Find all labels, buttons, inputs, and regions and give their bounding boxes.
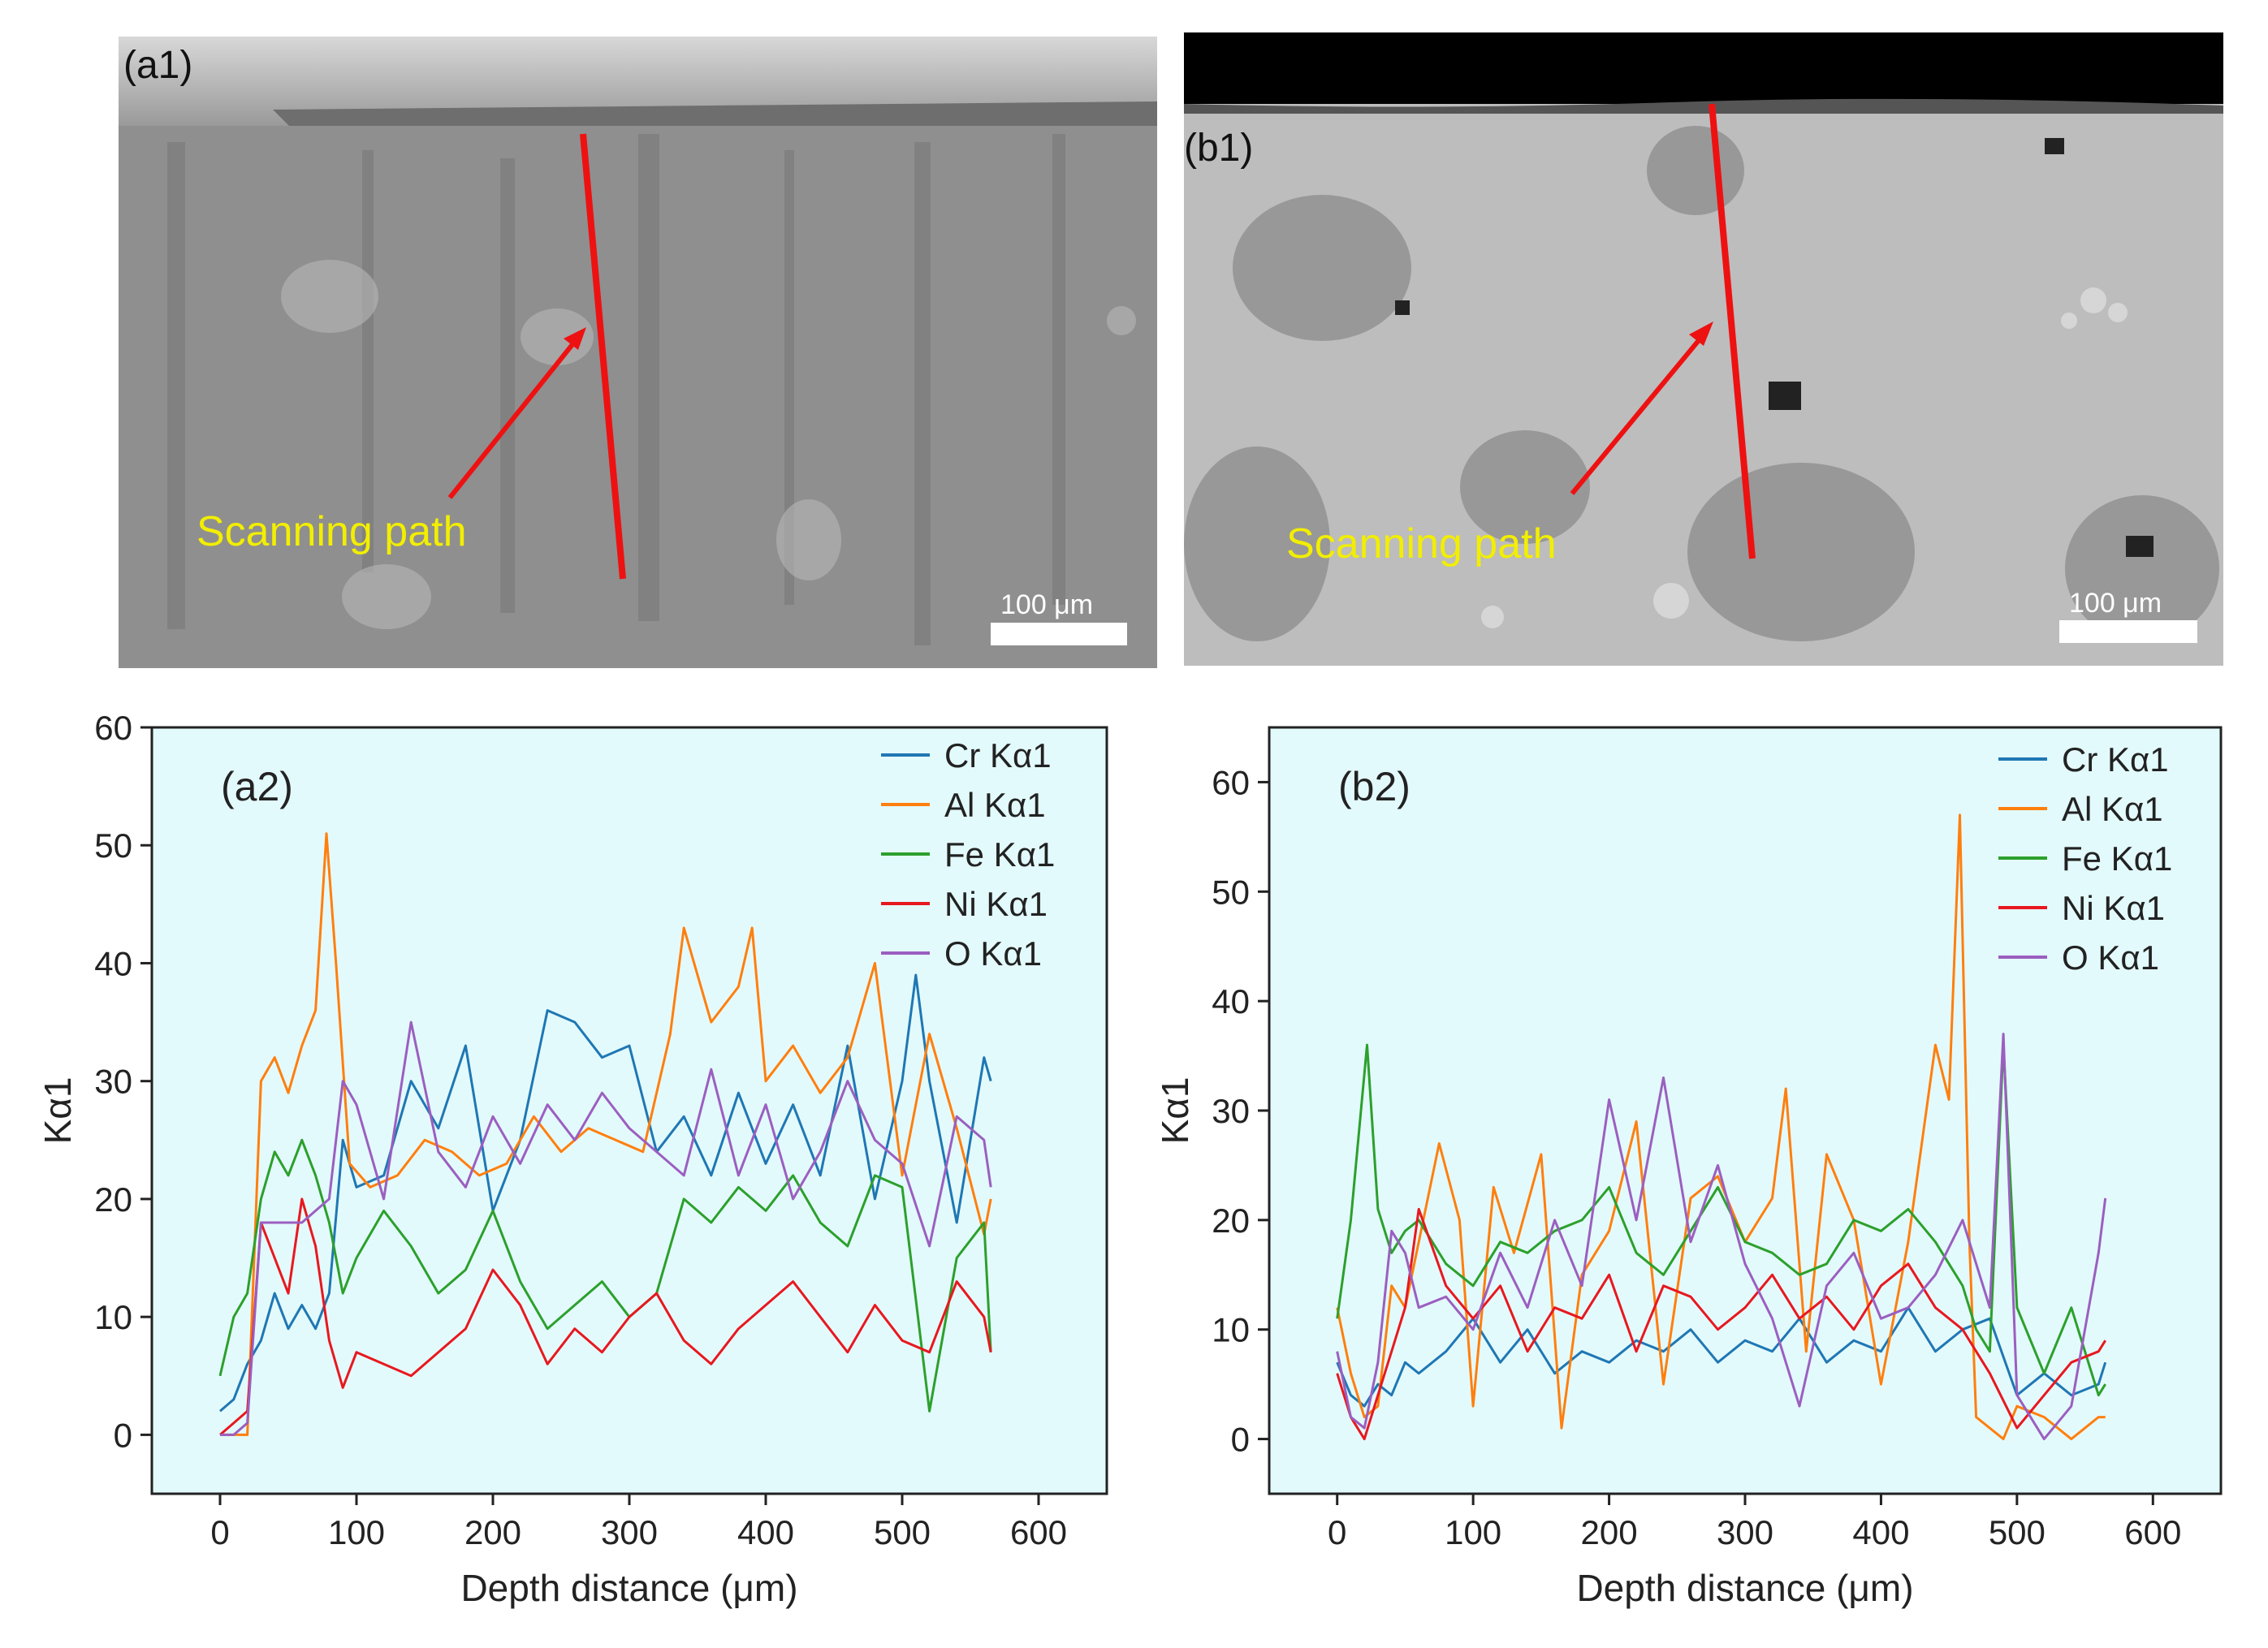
scale-bar-a1 [991,623,1127,645]
line-chart-a2: 0 100 200 300 400 500 600 0 10 20 30 40 50 60 Depth di… [37,709,1108,1609]
x-axis-label: Depth distance (μm) [1576,1567,1913,1609]
y-tick-label: 50 [1212,873,1250,911]
y-tick-label: 30 [1212,1092,1250,1130]
panel-label-a1: (a1) [123,44,193,87]
x-tick-label: 600 [1010,1513,1067,1551]
y-tick-label: 20 [94,1180,132,1219]
y-tick-label: 50 [94,826,132,865]
legend-label: O Kα1 [2062,938,2159,977]
sem-image-a1: (a1) Scanning path 100 μm [119,37,1157,668]
x-axis-label: Depth distance (μm) [460,1567,797,1609]
y-tick-label: 40 [94,944,132,982]
x-tick-label: 100 [1445,1513,1501,1551]
y-axis-label: Kα1 [37,1077,79,1145]
series-line-cr [1336,1306,2107,1408]
x-tick-label: 300 [1717,1513,1773,1551]
scan-line-a1 [580,133,626,580]
legend-label: Fe Kα1 [2062,839,2172,878]
x-tick-label: 400 [1852,1513,1909,1551]
x-tick-label: 500 [1989,1513,2046,1551]
x-tick-label: 200 [464,1513,521,1551]
y-tick-label: 40 [1212,982,1250,1020]
line-chart-b2: 0 100 200 300 400 500 600 0 10 20 30 40 50 60 Depth di… [1154,726,2223,1609]
legend-label: Ni Kα1 [944,885,1048,923]
series-line-al [1336,813,2106,1441]
y-tick-label: 0 [114,1416,132,1454]
legend-label: Cr Kα1 [2062,740,2169,779]
panel-label-b1: (b1) [1184,127,1254,170]
x-tick-label: 400 [737,1513,794,1551]
scan-arrowhead-b1 [1689,321,1713,346]
y-tick-label: 20 [1212,1201,1250,1240]
scan-line-b1 [1709,103,1756,559]
scan-arrowhead-a1 [564,327,586,350]
scan-arrow-b1 [1570,338,1702,495]
y-tick-label: 0 [1231,1421,1250,1459]
chart-title-b2: (b2) [1338,764,1410,809]
legend-label: Ni Kα1 [2062,889,2165,927]
scanning-path-label-a1: Scanning path [197,508,467,555]
series-line-fe [1336,1043,2106,1397]
scale-bar-text-b1: 100 μm [2069,588,2162,619]
series-line-o [1336,1033,2107,1441]
series-line-o [220,1020,992,1436]
series-line-fe [218,1138,992,1413]
legend-label: Fe Kα1 [944,835,1055,874]
scanning-path-label-b1: Scanning path [1286,520,1557,567]
y-axis-label: Kα1 [1154,1077,1196,1145]
x-tick-label: 200 [1581,1513,1638,1551]
legend-label: Al Kα1 [2062,790,2163,828]
chart-title-a2: (a2) [221,764,293,809]
y-tick-label: 10 [1212,1311,1250,1349]
legend-label: Al Kα1 [944,786,1046,824]
x-tick-label: 0 [1328,1513,1346,1551]
x-tick-label: 100 [328,1513,385,1551]
scale-bar-text-a1: 100 μm [1000,589,1094,620]
series-line-ni [219,1197,992,1436]
plot-area-a2 [150,726,1108,1495]
sem-image-b1: (b1) Scanning path 100 μm [1184,32,2223,666]
x-tick-label: 0 [210,1513,229,1551]
legend-label: O Kα1 [944,934,1042,973]
legend-label: Cr Kα1 [944,736,1052,774]
scale-bar-b1 [2059,620,2197,643]
y-tick-label: 60 [1212,763,1250,801]
scan-arrow-a1 [447,342,576,499]
sem-texture-a1 [119,37,1157,668]
y-tick-label: 10 [94,1298,132,1336]
x-tick-label: 500 [874,1513,931,1551]
x-tick-label: 600 [2124,1513,2181,1551]
y-tick-label: 60 [94,709,132,747]
series-line-al [220,832,992,1436]
series-line-cr [219,973,992,1413]
sem-texture-b1 [1184,32,2223,666]
y-tick-label: 30 [94,1063,132,1101]
x-tick-label: 300 [601,1513,658,1551]
